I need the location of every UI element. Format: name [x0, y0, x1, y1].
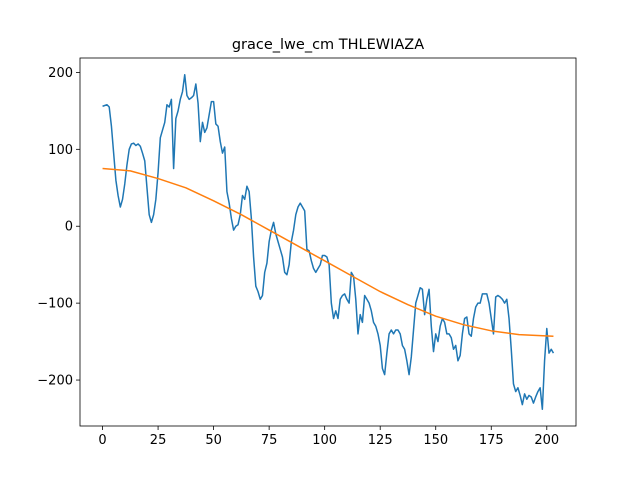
y-tick-label: −100 — [37, 297, 73, 312]
y-tick-label: 0 — [65, 220, 73, 235]
x-tick-label: 100 — [312, 433, 337, 448]
y-tick-label: 200 — [48, 66, 73, 81]
x-tick-label: 175 — [479, 433, 504, 448]
x-tick-label: 125 — [368, 433, 393, 448]
x-tick-label: 75 — [261, 433, 278, 448]
y-tick-label: 100 — [48, 143, 73, 158]
chart-title: grace_lwe_cm THLEWIAZA — [232, 37, 424, 53]
plot-frame — [79, 57, 577, 427]
x-tick-label: 150 — [423, 433, 448, 448]
x-tick-label: 50 — [205, 433, 222, 448]
data-line — [102, 73, 555, 411]
x-tick-label: 25 — [150, 433, 167, 448]
x-tick-label: 0 — [98, 433, 106, 448]
y-tick-label: −200 — [37, 374, 73, 389]
x-tick-label: 200 — [534, 433, 559, 448]
data-line — [102, 167, 554, 337]
